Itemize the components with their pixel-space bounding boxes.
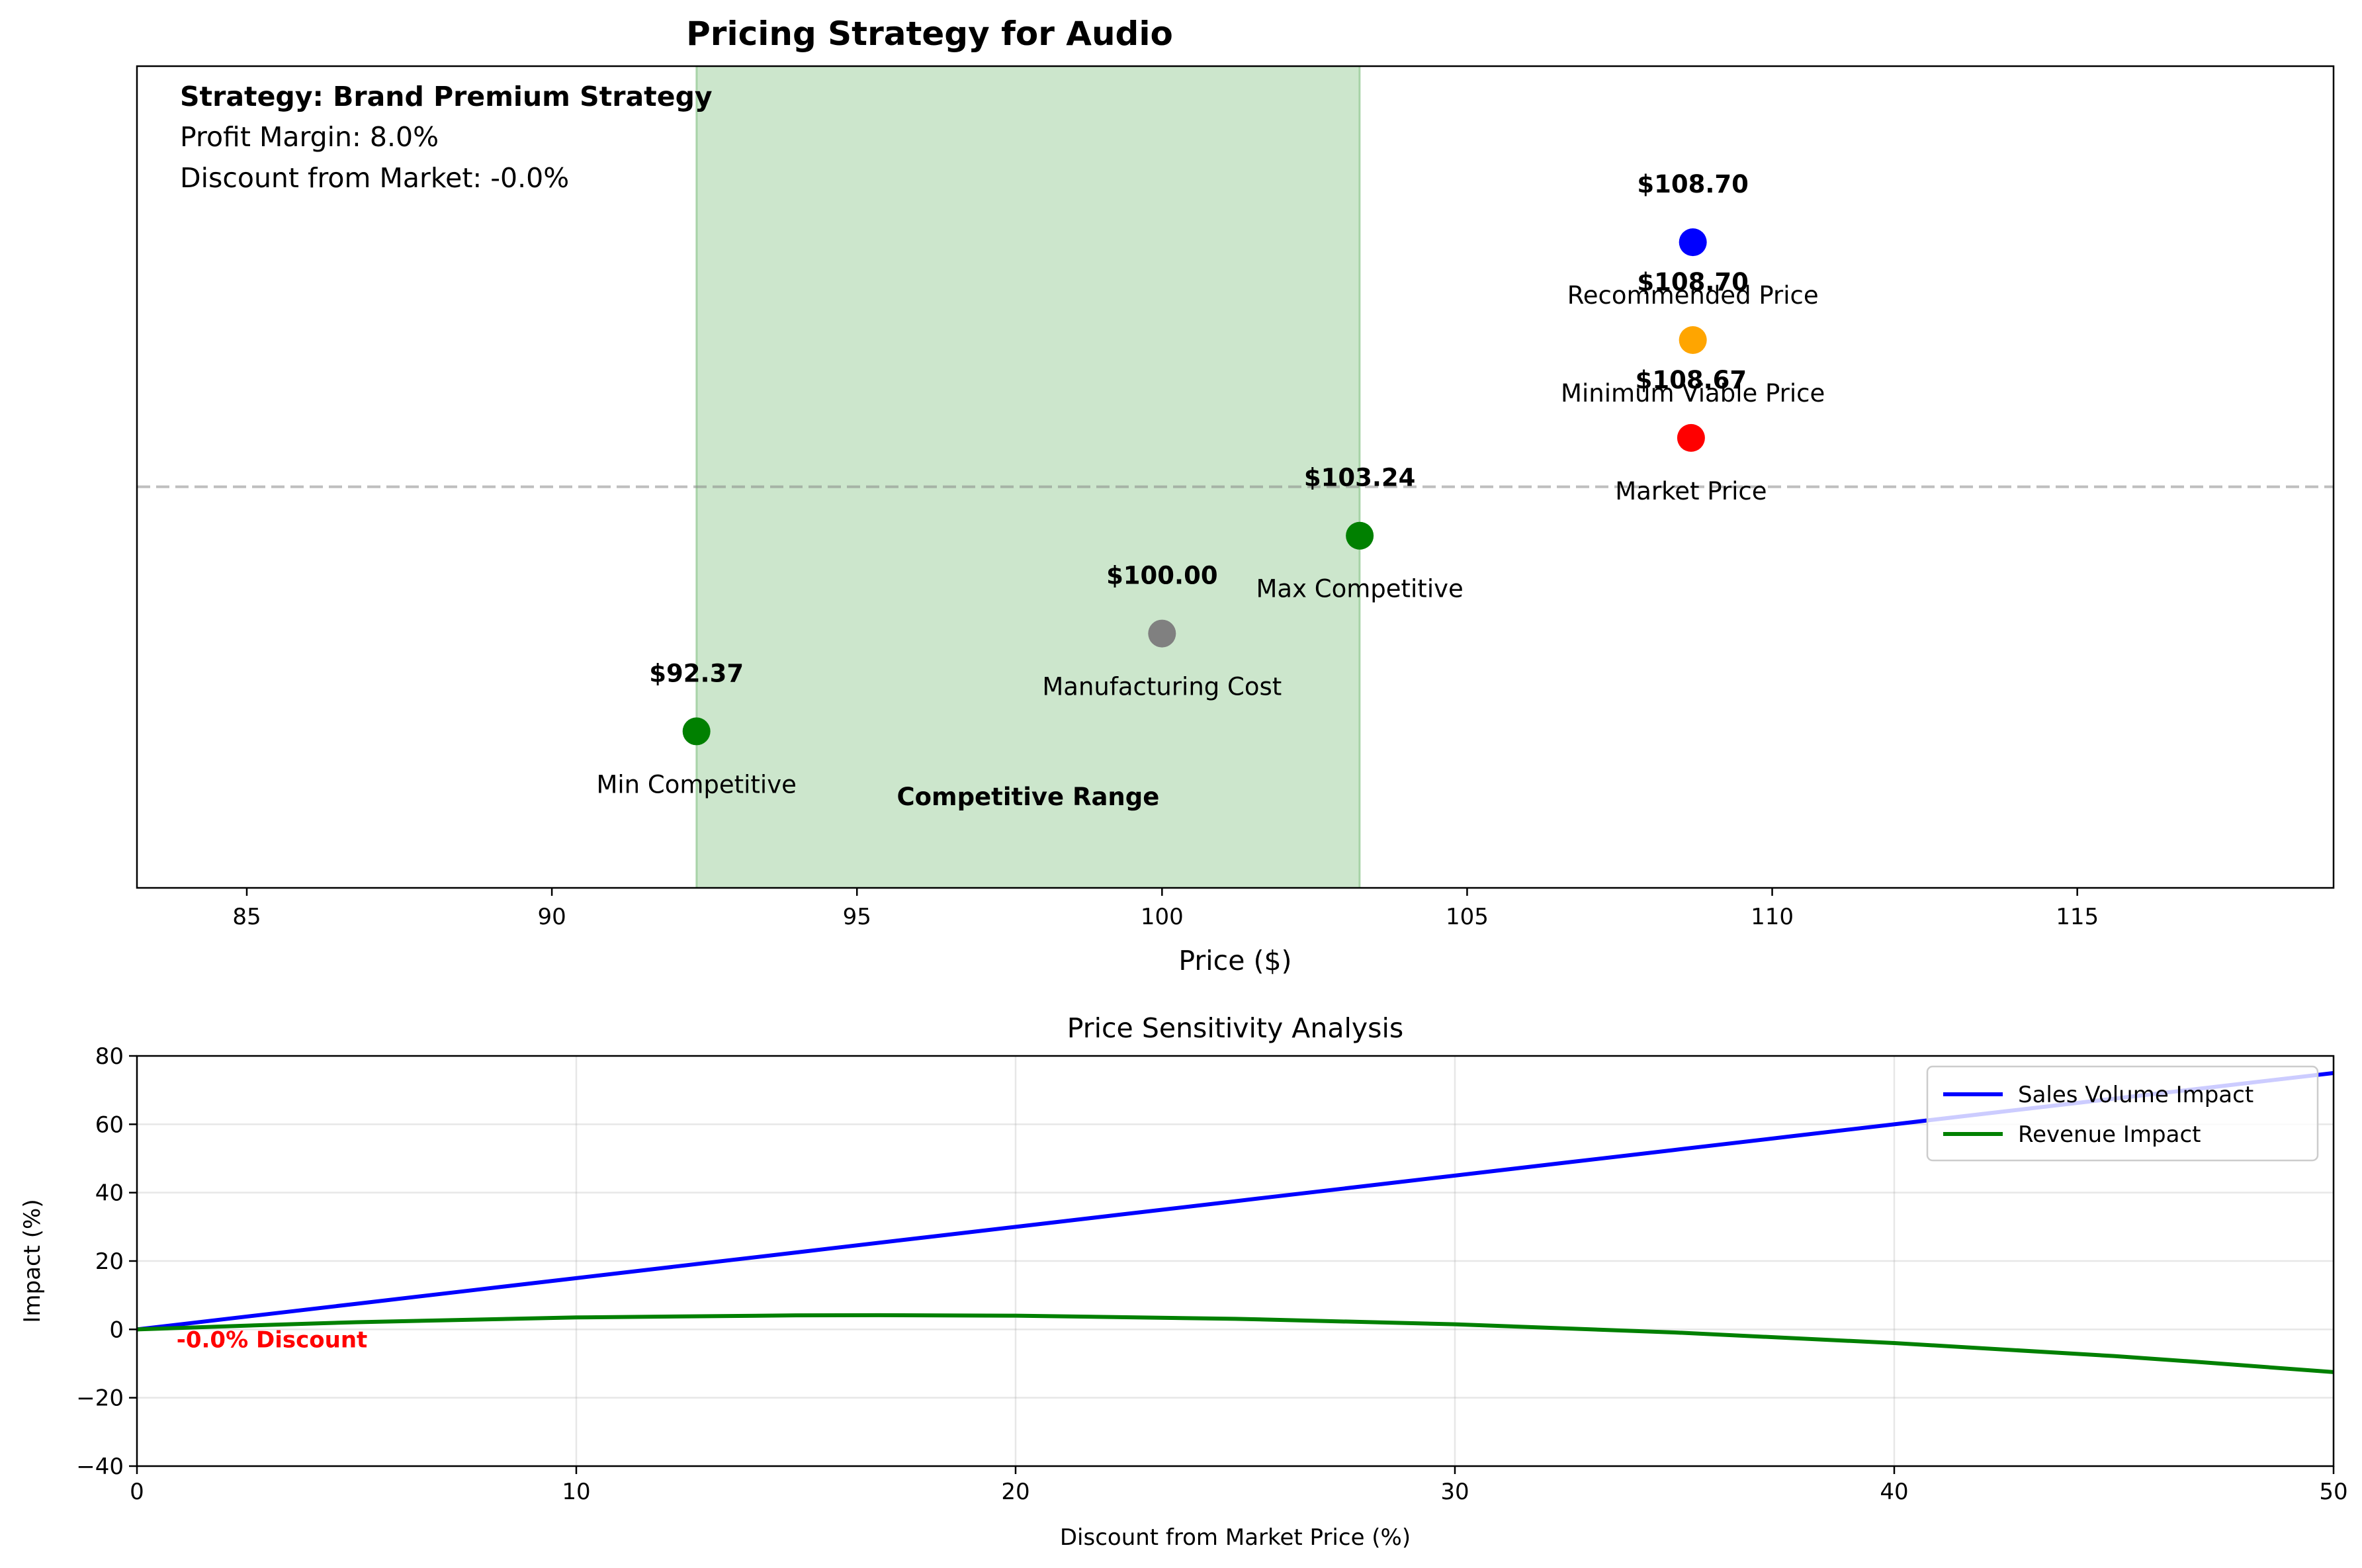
bottom-y-tick-label: 20 <box>95 1248 124 1275</box>
profit-margin-text: Profit Margin: 8.0% <box>180 121 439 153</box>
price-point-marker <box>1677 423 1705 452</box>
top-plot-frame <box>136 65 2335 889</box>
revenue-impact-line <box>136 1313 2334 1374</box>
price-point-name: Max Competitive <box>1256 575 1464 603</box>
top-x-tick-label: 85 <box>232 904 261 930</box>
pricing-strategy-chart: Pricing Strategy for Audio Competitive R… <box>136 15 2335 977</box>
top-chart-title: Pricing Strategy for Audio <box>686 15 1173 53</box>
top-x-tick-label: 105 <box>1446 904 1489 930</box>
price-point-value: $108.70 <box>1637 268 1749 296</box>
bottom-x-tick-label: 40 <box>1880 1479 1908 1505</box>
price-point-name: Recommended Price <box>1567 281 1819 310</box>
bottom-y-tick-label: 0 <box>109 1317 124 1343</box>
price-point-name: Min Competitive <box>596 770 796 799</box>
top-x-tick-label: 110 <box>1751 904 1794 930</box>
top-x-ticks: 85 90 95 100 105 110 115 <box>232 888 2099 930</box>
bottom-x-tick-label: 0 <box>130 1479 144 1505</box>
strategy-info-box: Strategy: Brand Premium Strategy Profit … <box>180 81 713 194</box>
bottom-y-tick-label: 80 <box>95 1043 124 1070</box>
price-point-value: $92.37 <box>649 659 744 687</box>
top-x-tick-label: 115 <box>2056 904 2099 930</box>
top-x-axis-label: Price ($) <box>1178 945 1291 977</box>
bottom-x-tick-label: 20 <box>1001 1479 1029 1505</box>
competitive-range-label: Competitive Range <box>897 783 1159 811</box>
price-point-marker <box>1148 619 1176 648</box>
bottom-x-tick-label: 50 <box>2319 1479 2347 1505</box>
bottom-x-tick-label: 30 <box>1440 1479 1469 1505</box>
bottom-y-axis-label: Impact (%) <box>19 1199 46 1323</box>
price-points-group: $92.37 Min Competitive $100.00 Manufacturin… <box>596 170 1825 799</box>
price-point-name: Manufacturing Cost <box>1042 673 1282 701</box>
legend: Sales Volume Impact Revenue Impact <box>1926 1065 2319 1162</box>
legend-box <box>1926 1065 2319 1162</box>
top-x-tick-label: 90 <box>537 904 566 930</box>
discount-from-market-text: Discount from Market: -0.0% <box>180 162 569 194</box>
price-point-value: $103.24 <box>1304 464 1416 492</box>
bottom-x-ticks: 0 10 20 30 40 50 <box>130 1466 2348 1505</box>
bottom-y-tick-label: −40 <box>76 1454 124 1480</box>
bottom-y-tick-label: 60 <box>95 1111 124 1138</box>
price-point-marker <box>682 717 711 746</box>
price-point-value: $108.70 <box>1637 170 1749 198</box>
price-point-name: Minimum Viable Price <box>1561 379 1825 408</box>
competitive-range-band <box>696 66 1360 888</box>
price-point-marker <box>1679 326 1707 354</box>
price-sensitivity-chart: Price Sensitivity Analysis -0.0% Discoun… <box>19 1012 2348 1551</box>
bottom-y-tick-label: −20 <box>76 1385 124 1412</box>
legend-sales-label: Sales Volume Impact <box>2018 1082 2253 1108</box>
bottom-x-tick-label: 10 <box>562 1479 590 1505</box>
bottom-y-ticks: −40 −20 0 20 40 60 80 <box>76 1043 137 1480</box>
competitive-range-group: Competitive Range <box>695 66 1361 888</box>
price-point-value: $108.67 <box>1636 366 1747 394</box>
price-point-marker <box>1679 228 1707 257</box>
bottom-x-axis-label: Discount from Market Price (%) <box>1060 1524 1411 1551</box>
price-point-name: Market Price <box>1615 477 1767 505</box>
strategy-name: Strategy: Brand Premium Strategy <box>180 81 713 112</box>
top-x-tick-label: 100 <box>1141 904 1184 930</box>
legend-revenue-label: Revenue Impact <box>2018 1121 2201 1148</box>
price-point-marker <box>1346 521 1374 550</box>
top-x-tick-label: 95 <box>843 904 871 930</box>
bottom-chart-title: Price Sensitivity Analysis <box>1067 1012 1403 1044</box>
bottom-y-tick-label: 40 <box>95 1180 124 1207</box>
discount-annotation: -0.0% Discount <box>177 1327 368 1353</box>
price-point-value: $100.00 <box>1106 562 1218 590</box>
